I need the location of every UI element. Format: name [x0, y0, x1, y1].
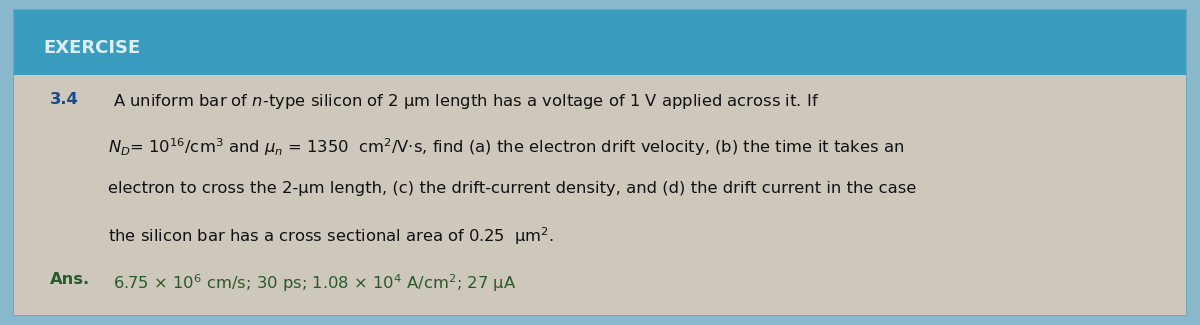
Text: EXERCISE: EXERCISE [43, 39, 140, 57]
Text: 3.4: 3.4 [49, 92, 78, 107]
Text: A uniform bar of $n$-type silicon of 2 μm length has a voltage of 1 V applied ac: A uniform bar of $n$-type silicon of 2 μ… [108, 92, 820, 111]
Text: electron to cross the 2-μm length, (c) the drift-current density, and (d) the dr: electron to cross the 2-μm length, (c) t… [108, 181, 917, 196]
Text: 6.75 × 10$^6$ cm/s; 30 ps; 1.08 × 10$^4$ A/cm$^2$; 27 μA: 6.75 × 10$^6$ cm/s; 30 ps; 1.08 × 10$^4$… [108, 272, 516, 293]
Text: Ans.: Ans. [49, 272, 90, 287]
Text: the silicon bar has a cross sectional area of 0.25  μm$^2$.: the silicon bar has a cross sectional ar… [108, 225, 554, 247]
Text: $N_D$= 10$^{16}$/cm$^3$ and $\mu_n$ = 1350  cm$^2$/V·s, find (a) the electron dr: $N_D$= 10$^{16}$/cm$^3$ and $\mu_n$ = 13… [108, 136, 904, 158]
